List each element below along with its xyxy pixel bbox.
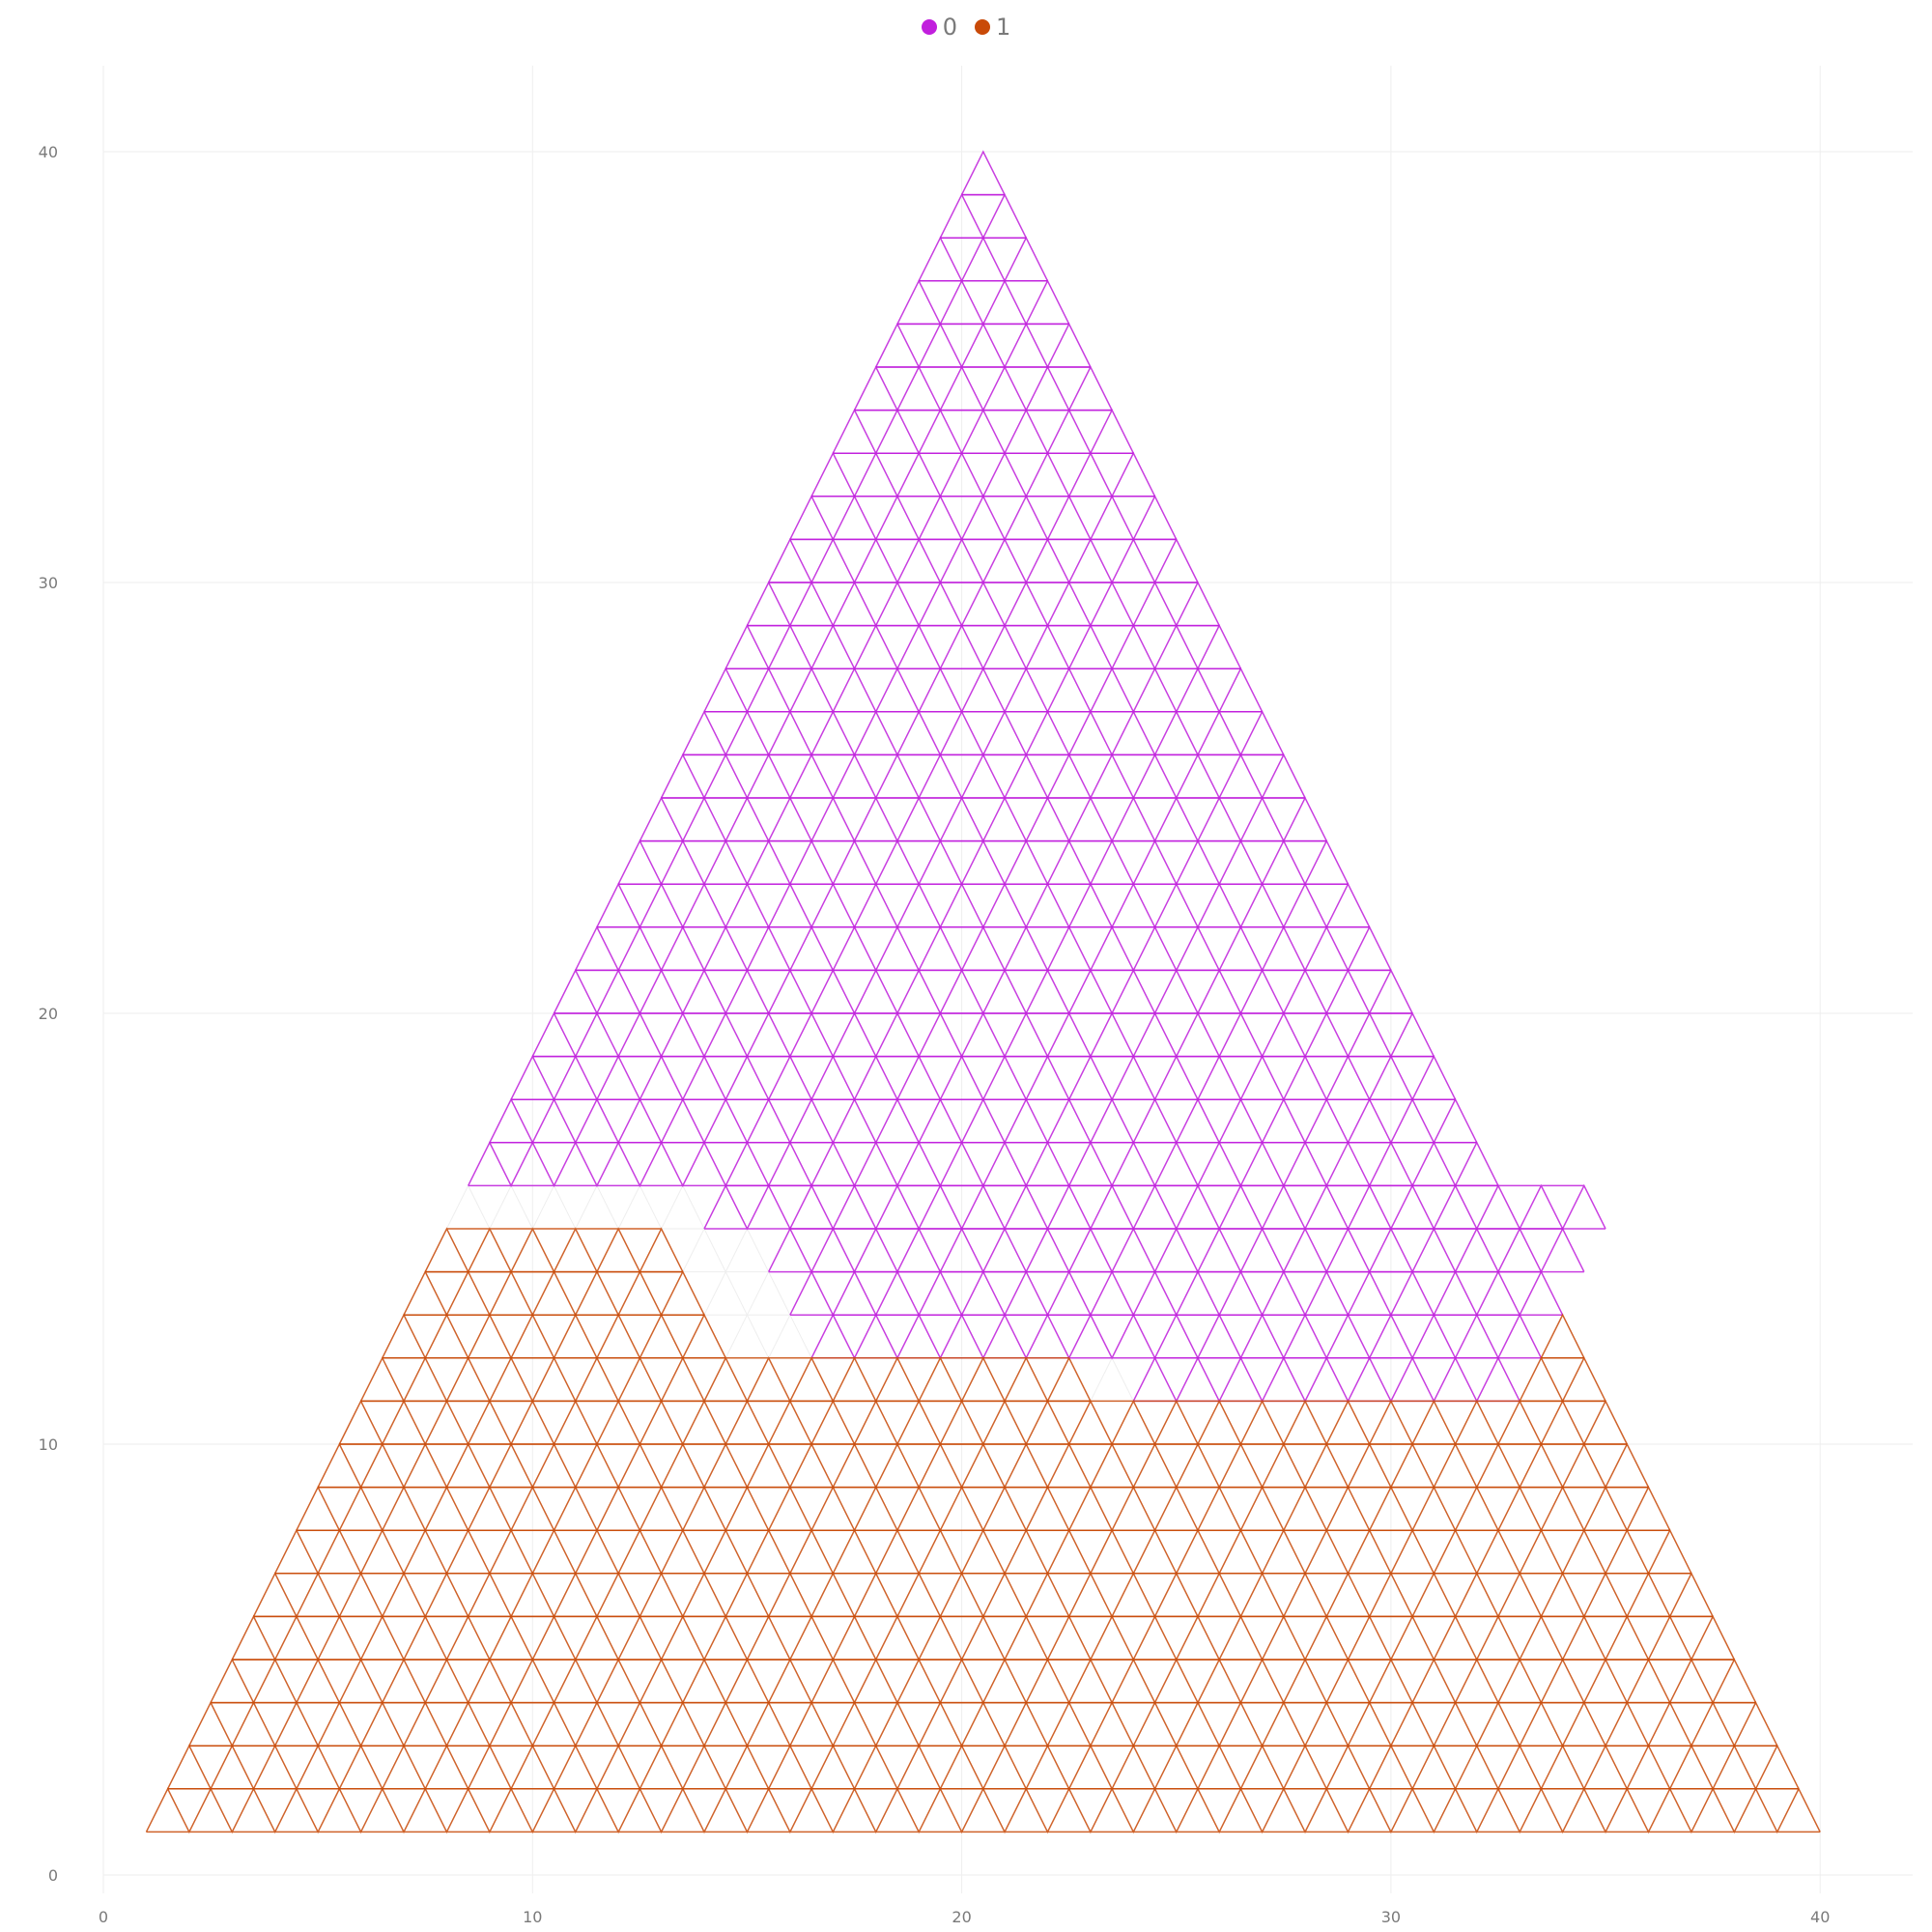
y-tick-label: 0 [48,1866,58,1885]
legend-label-series-0: 0 [942,14,957,41]
legend: 0 1 [0,14,1932,41]
series-0-row [810,451,1156,498]
y-tick-label: 20 [39,1005,58,1023]
x-tick-label: 30 [1381,1908,1401,1926]
series-1-lattice [145,1227,1821,1834]
series-1-row [252,1572,1714,1619]
legend-item-series-1[interactable]: 1 [975,14,1010,41]
series-1-row [424,1227,684,1274]
series-1-row [296,1485,1671,1532]
series-0-row [510,1054,1457,1101]
grid-layer [102,66,1913,1893]
x-tick-label: 40 [1810,1908,1830,1926]
series-0-row [746,581,1220,628]
legend-label-series-1: 1 [996,14,1011,41]
y-tick-label: 10 [39,1435,58,1454]
series-1-row [166,1744,1800,1791]
series-1-row [317,1442,1650,1490]
lattice-layer [145,151,1821,1833]
series-1-row [1540,1313,1585,1359]
x-tick-label: 10 [523,1908,542,1926]
series-0-row [596,882,1371,929]
series-0-row [703,1183,1606,1231]
series-0-row [960,150,1006,196]
series-0-row [489,1097,1478,1145]
series-0-row [767,537,1199,584]
series-0-row [789,495,1178,542]
series-0-row [810,1313,1543,1360]
series-1-row [274,1528,1692,1576]
legend-item-series-0[interactable]: 0 [921,14,957,41]
series-0-row [767,1227,1585,1274]
series-0-row [553,968,1413,1015]
series-0-row [575,925,1392,973]
legend-swatch-series-0 [921,19,937,35]
series-1-row [1519,1356,1606,1404]
legend-swatch-series-1 [975,19,990,35]
series-0-row [918,236,1049,283]
series-0-row [467,1141,1499,1188]
series-1-row [359,1356,1092,1404]
series-0-row [639,796,1327,843]
series-0-row [853,365,1113,412]
x-tick-label: 0 [99,1908,108,1926]
series-1-row [210,1658,1757,1705]
series-0-row [896,279,1070,327]
series-0-row [875,322,1092,369]
series-0-row [682,710,1285,757]
series-0-row [939,192,1027,240]
series-0-row [724,623,1242,670]
series-0-row [531,1011,1435,1059]
series-0-row [832,408,1134,455]
series-0-row [617,838,1350,886]
series-0-row [703,667,1264,714]
series-1-row [145,1787,1821,1834]
tick-layer: 0 10 20 30 40 0 10 20 30 40 [39,143,1831,1926]
series-0-row [1132,1356,1520,1404]
series-1-row [403,1269,705,1317]
series-0-lattice [467,150,1606,1404]
y-tick-label: 30 [39,574,58,592]
series-1-row [231,1614,1736,1662]
series-0-row [660,753,1306,800]
series-layer [145,150,1821,1834]
x-tick-label: 20 [952,1908,971,1926]
series-1-row [382,1313,726,1360]
series-1-row [188,1700,1778,1747]
series-0-row [789,1269,1564,1317]
y-tick-label: 40 [39,143,58,161]
